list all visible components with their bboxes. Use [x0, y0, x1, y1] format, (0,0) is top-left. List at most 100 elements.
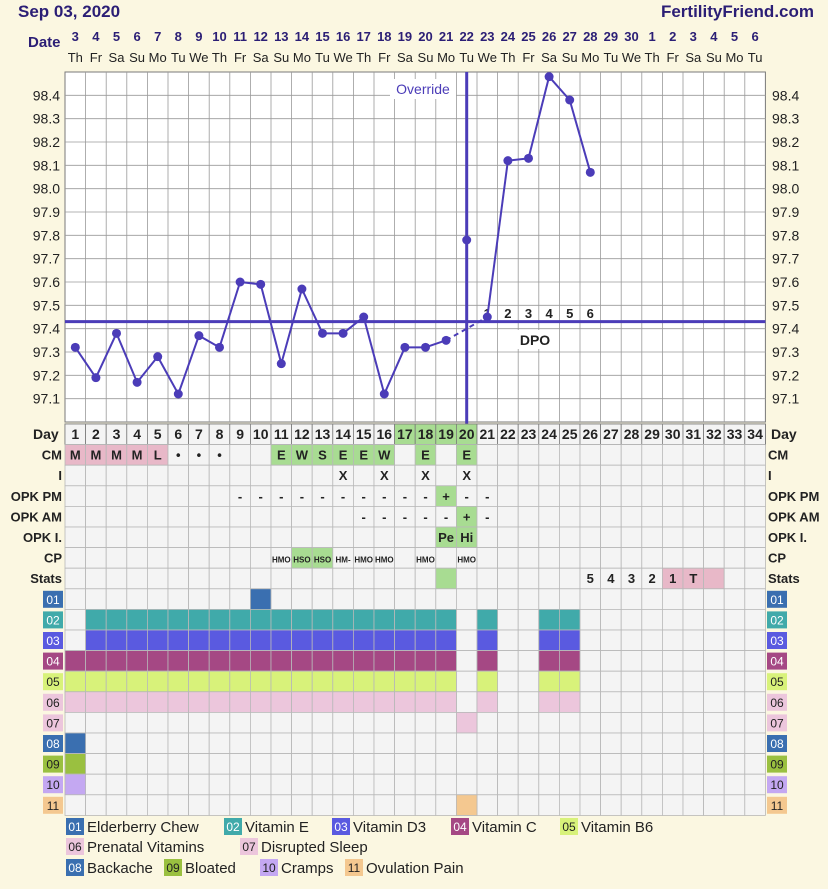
symptom-fill	[476, 670, 499, 693]
symptom-cell	[311, 732, 334, 755]
day-number: 29	[644, 426, 660, 442]
row-cell-value: M	[70, 448, 81, 463]
symptom-fill	[105, 670, 128, 693]
symptom-code-left: 08	[46, 737, 60, 751]
symptom-fill	[373, 670, 396, 693]
symptom-cell	[291, 794, 313, 816]
temp-point	[194, 331, 204, 341]
symptom-cell	[455, 588, 478, 610]
symptom-cell	[497, 773, 519, 796]
symptom-cell	[188, 753, 210, 775]
temp-line-segment	[74, 346, 97, 379]
symptom-cell	[559, 588, 581, 610]
row-cell	[394, 444, 416, 466]
symptom-cell	[394, 794, 416, 816]
symptom-cell	[662, 712, 684, 734]
row-cell	[744, 444, 766, 466]
symptom-cell	[167, 588, 190, 610]
day-number: 31	[686, 426, 702, 442]
symptom-cell	[352, 753, 375, 775]
day-number: 2	[92, 426, 100, 442]
symptom-fill	[291, 670, 313, 693]
y-tick-label-right: 98.0	[772, 181, 799, 197]
date-tick-label: 7	[154, 29, 161, 44]
date-tick-label: 30	[624, 29, 638, 44]
temp-point	[338, 328, 348, 338]
row-cell	[517, 526, 540, 549]
row-cell-value: HMO	[416, 556, 435, 565]
row-cell	[517, 567, 540, 590]
weekday-label: Sa	[685, 50, 702, 65]
site-name[interactable]: FertilityFriend.com	[660, 2, 814, 21]
symptom-cell	[105, 732, 128, 755]
symptom-cell	[270, 753, 293, 775]
symptom-cell	[662, 588, 684, 610]
symptom-cell	[64, 712, 87, 734]
symptom-fill	[332, 609, 354, 631]
symptom-cell	[167, 732, 190, 755]
legend-code: 06	[68, 840, 82, 854]
symptom-fill	[105, 650, 128, 672]
row-cell	[662, 547, 684, 569]
symptom-fill	[352, 609, 375, 631]
symptom-cell	[641, 691, 663, 713]
row-cell	[146, 547, 169, 569]
row-cell	[126, 526, 148, 549]
temp-point	[585, 167, 595, 177]
symptom-cell	[64, 629, 87, 652]
temp-line-segment	[486, 160, 509, 318]
symptom-fill	[538, 691, 560, 713]
temp-line-segment	[136, 356, 159, 383]
row-cell-value: •	[176, 448, 181, 463]
symptom-cell	[291, 773, 313, 796]
date-tick-label: 9	[195, 29, 202, 44]
row-cell	[146, 505, 169, 528]
date-tick-label: 6	[751, 29, 758, 44]
symptom-cell	[414, 588, 437, 610]
row-cell	[579, 444, 602, 466]
weekday-label: Tu	[171, 50, 186, 65]
symptom-cell	[703, 773, 725, 796]
symptom-fill	[85, 691, 107, 713]
row-cell	[105, 505, 128, 528]
symptom-cell	[85, 588, 107, 610]
row-cell-value: HMO	[375, 556, 394, 565]
row-cell	[517, 505, 540, 528]
symptom-fill	[208, 629, 231, 652]
row-cell	[291, 464, 313, 487]
symptom-fill	[538, 650, 560, 672]
row-cell	[85, 526, 107, 549]
row-cell	[641, 444, 663, 466]
symptom-cell	[249, 773, 272, 796]
legend-code: 05	[562, 820, 576, 834]
symptom-code-badge-right	[767, 693, 787, 711]
row-cell-value: W	[296, 448, 309, 463]
symptom-cell	[703, 650, 725, 672]
symptom-fill	[167, 691, 190, 713]
row-cell	[538, 485, 560, 507]
symptom-cell	[579, 650, 602, 672]
y-tick-label-left: 97.1	[33, 391, 60, 407]
symptom-cell	[662, 753, 684, 775]
symptom-cell	[208, 753, 231, 775]
row-cell-value: -	[300, 489, 304, 504]
symptom-fill	[270, 609, 293, 631]
symptom-cell	[517, 629, 540, 652]
y-tick-label-left: 98.1	[33, 157, 60, 173]
symptom-cell	[682, 794, 705, 816]
date-tick-label: 25	[521, 29, 535, 44]
symptom-cell	[146, 588, 169, 610]
temp-point	[441, 335, 451, 345]
symptom-fill	[85, 650, 107, 672]
symptom-cell	[559, 773, 581, 796]
symptom-cell	[744, 670, 766, 693]
symptom-cell	[394, 753, 416, 775]
symptom-cell	[579, 691, 602, 713]
row-cell	[559, 567, 581, 590]
row-cell-value: HSO	[314, 556, 331, 565]
row-cell	[517, 485, 540, 507]
symptom-fill	[538, 609, 560, 631]
symptom-cell	[105, 588, 128, 610]
row-cell	[662, 526, 684, 549]
row-cell	[188, 505, 210, 528]
